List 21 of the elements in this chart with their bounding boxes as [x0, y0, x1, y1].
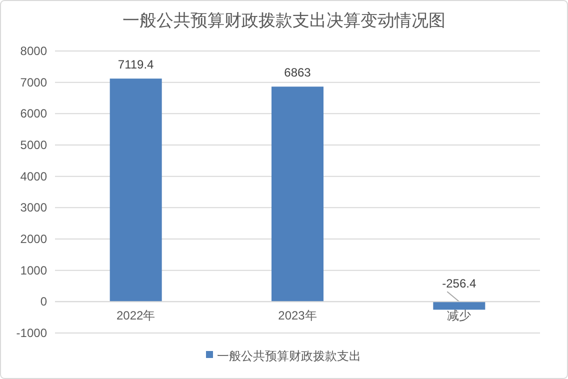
legend-label: 一般公共预算财政拨款支出 — [217, 349, 361, 363]
data-label: 6863 — [284, 66, 312, 80]
y-tick-label: 5000 — [20, 138, 48, 152]
bar — [272, 86, 324, 302]
y-tick-label: 8000 — [20, 44, 48, 58]
y-tick-label: 4000 — [20, 169, 48, 184]
y-tick-label: 2000 — [20, 232, 48, 246]
y-tick-label: 7000 — [20, 75, 48, 90]
y-tick-label: 1000 — [20, 263, 48, 278]
bar — [433, 302, 486, 310]
y-tick-label: 0 — [40, 294, 48, 309]
data-label: 7119.4 — [118, 58, 154, 72]
y-tick-label: -1000 — [16, 326, 48, 340]
x-tick-label: 减少 — [447, 308, 472, 323]
y-tick-label: 6000 — [20, 106, 48, 121]
x-tick-label: 2023年 — [278, 308, 317, 323]
bar — [110, 78, 162, 302]
x-tick-label: 2022年 — [116, 308, 156, 323]
data-label: -256.4 — [442, 276, 477, 291]
chart-title: 一般公共预算财政拨款支出决算变动情况图 — [122, 11, 446, 30]
y-tick-label: 3000 — [20, 200, 48, 215]
